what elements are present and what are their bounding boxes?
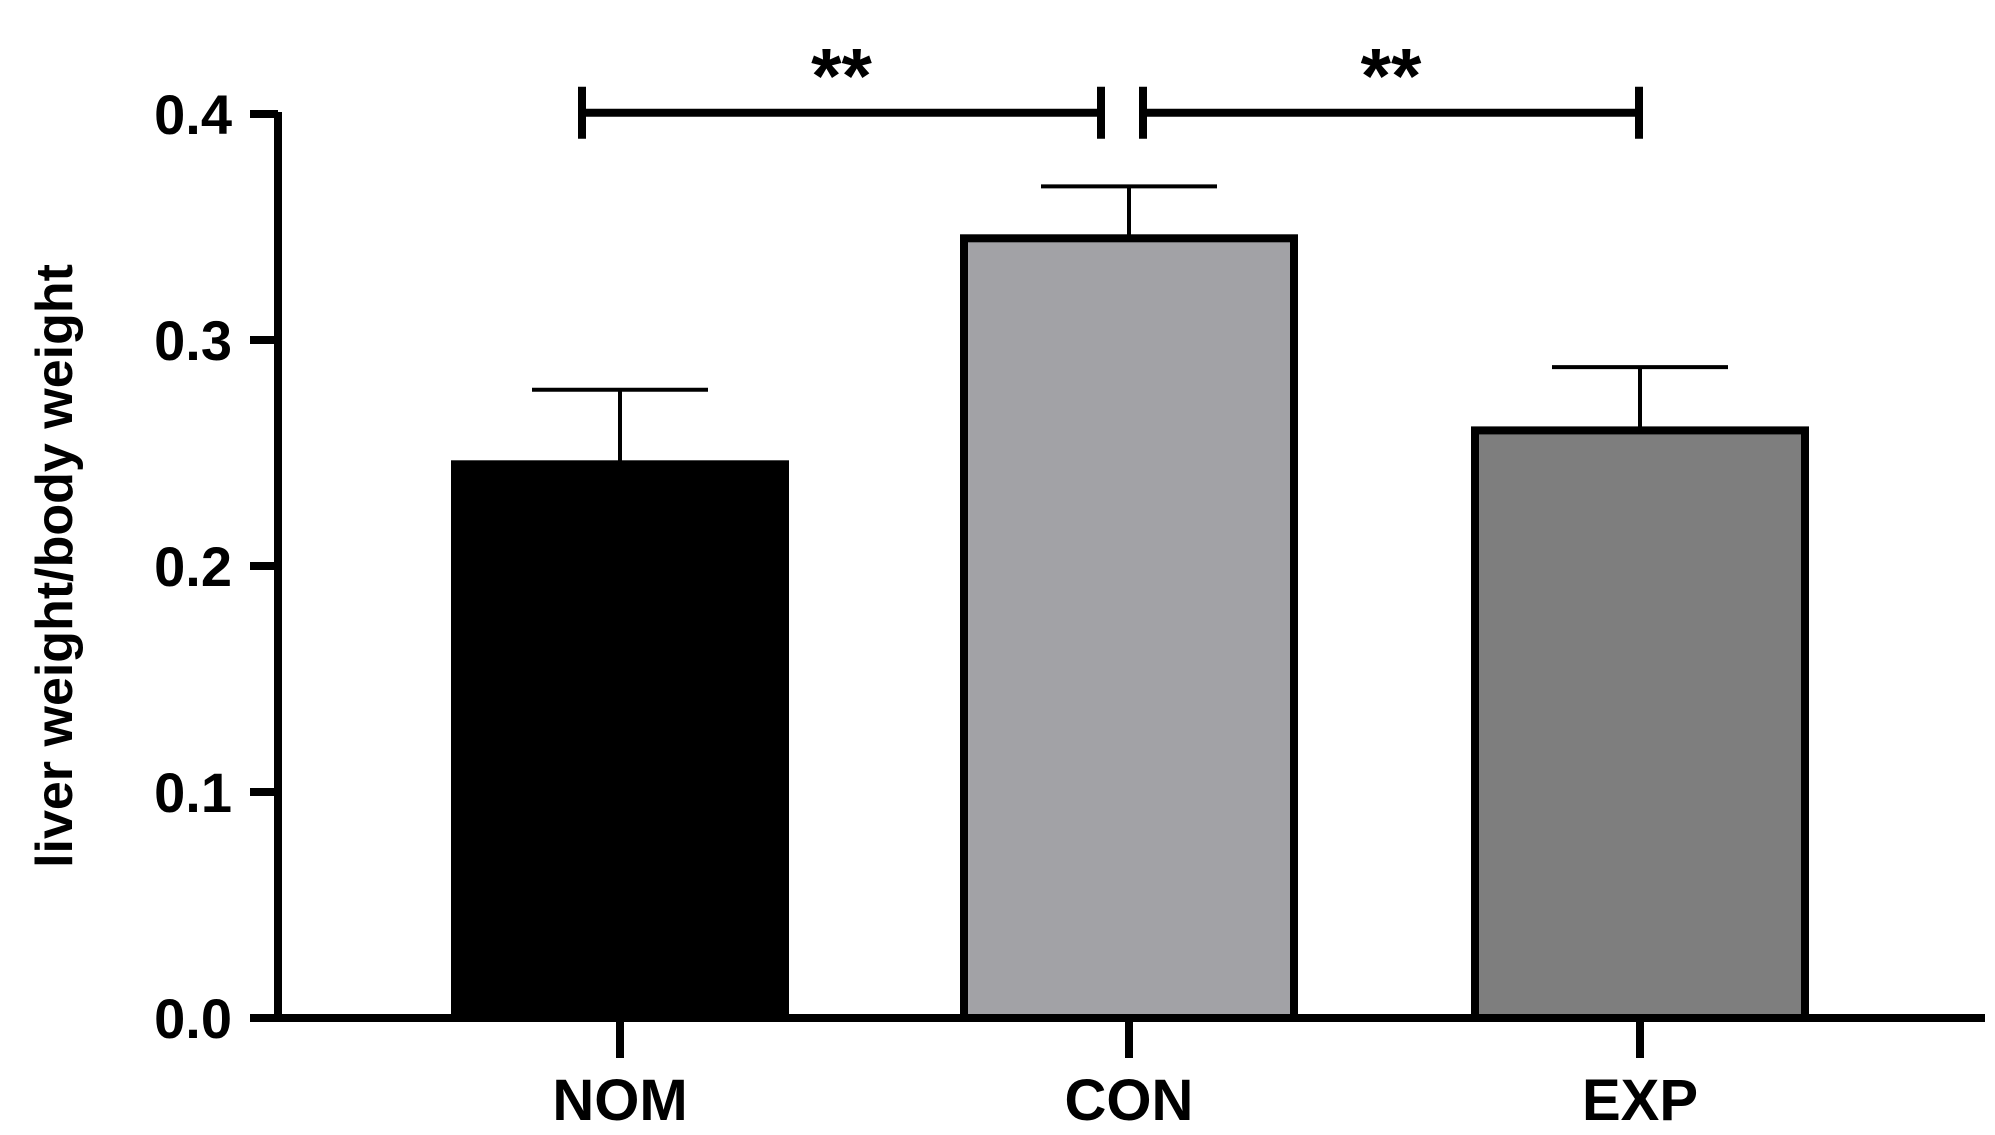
y-tick-label: 0.2: [154, 535, 232, 598]
y-axis-title: liver weight/body weight: [26, 264, 84, 868]
x-category-label: NOM: [552, 1068, 687, 1133]
bar-nom: [451, 460, 789, 1022]
y-tick-label: 0.1: [154, 761, 232, 824]
y-tick-label: 0.4: [154, 83, 232, 146]
x-category-label: CON: [1065, 1068, 1194, 1133]
significance-label: **: [1361, 32, 1422, 120]
bar-con: [960, 234, 1298, 1023]
significance-label: **: [811, 32, 872, 120]
significance-brackets: ** **: [578, 32, 1643, 139]
x-category-label: EXP: [1582, 1068, 1698, 1133]
error-bars: [532, 184, 1728, 465]
bar-exp: [1471, 426, 1809, 1022]
bars: [451, 234, 1809, 1023]
x-axis-categories: NOM CON EXP: [552, 1018, 1698, 1133]
y-axis-ticks: 0.0 0.1 0.2 0.3 0.4: [154, 83, 278, 1050]
y-tick-label: 0.3: [154, 309, 232, 372]
y-tick-label: 0.0: [154, 987, 232, 1050]
